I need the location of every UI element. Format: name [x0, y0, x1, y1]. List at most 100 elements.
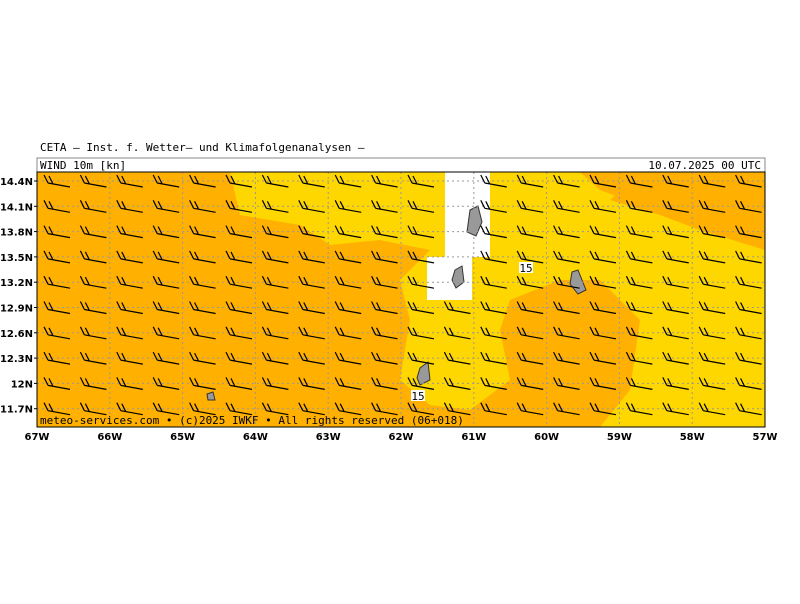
barb-line	[371, 301, 398, 315]
barb-line	[589, 250, 617, 264]
barb-line	[225, 275, 253, 289]
barb-line	[735, 225, 762, 239]
barb-line	[79, 402, 107, 416]
barb-line	[407, 326, 435, 340]
wind-barb	[298, 174, 325, 188]
wind-barb	[116, 200, 143, 213]
wind-barb	[553, 301, 580, 315]
wind-barb	[698, 200, 726, 213]
barb-line	[443, 301, 471, 315]
barb-line	[298, 250, 325, 264]
barb-line	[407, 301, 435, 315]
barb-line	[625, 402, 653, 416]
wind-band-yellow	[230, 172, 765, 427]
wind-barb	[334, 351, 362, 365]
lon-label: 63W	[316, 432, 341, 443]
wind-barb	[735, 402, 762, 416]
lon-label: 61W	[461, 432, 486, 443]
barb-line	[735, 174, 762, 188]
barb-line	[371, 351, 398, 365]
barb-line	[116, 326, 143, 340]
valid-time: 10.07.2025 00 UTC	[648, 159, 761, 172]
barb-line	[79, 377, 107, 390]
barb-line	[480, 174, 507, 188]
barb-line	[443, 351, 471, 365]
barb-line	[407, 225, 435, 239]
barb-line	[43, 250, 71, 264]
barb-line	[735, 402, 762, 416]
barb-line	[516, 377, 544, 390]
barb-line	[735, 200, 762, 213]
wind-barb	[43, 326, 71, 340]
barb-line	[152, 377, 180, 390]
barb-line	[79, 301, 107, 315]
wind-barb	[116, 225, 143, 239]
wind-barb	[516, 377, 544, 390]
barb-line	[480, 377, 507, 390]
barb-line	[589, 225, 617, 239]
wind-barb	[553, 351, 580, 365]
barb-line	[43, 225, 71, 239]
wind-barb	[116, 377, 143, 390]
barb-line	[698, 174, 726, 188]
barb-line	[480, 326, 507, 340]
wind-barb	[480, 326, 507, 340]
wind-barb	[371, 301, 398, 315]
barb-line	[334, 402, 362, 416]
wind-barb	[625, 326, 653, 340]
barb-line	[698, 275, 726, 289]
barb-line	[261, 326, 289, 340]
barb-line	[553, 351, 580, 365]
wind-barb	[516, 402, 544, 416]
wind-barb	[116, 250, 143, 264]
wind-barb	[371, 326, 398, 340]
barb-line	[553, 301, 580, 315]
wind-barb	[735, 351, 762, 365]
wind-barb	[189, 225, 216, 239]
barb-line	[116, 275, 143, 289]
map-area: 15 15	[36, 172, 766, 427]
wind-barb	[371, 250, 398, 264]
footer: meteo-services.com • (c)2025 IWKF • All …	[40, 414, 464, 427]
wind-barb	[79, 301, 107, 315]
wind-barb	[662, 351, 689, 365]
contour-label: 15	[519, 262, 532, 275]
barb-line	[371, 200, 398, 213]
barb-line	[334, 351, 362, 365]
barb-line	[152, 301, 180, 315]
wind-barb	[589, 402, 617, 416]
wind-barb	[589, 200, 617, 213]
wind-barb	[443, 377, 471, 390]
wind-barb	[516, 174, 544, 188]
wind-barb	[480, 250, 507, 264]
wind-barb	[261, 301, 289, 315]
wind-barb	[407, 326, 435, 340]
barb-line	[662, 402, 689, 416]
wind-barb	[698, 301, 726, 315]
barb-line	[298, 225, 325, 239]
barb-line	[371, 377, 398, 390]
wind-barb	[407, 351, 435, 365]
wind-barb	[79, 326, 107, 340]
barb-line	[189, 174, 216, 188]
wind-barb	[261, 377, 289, 390]
wind-barb	[334, 275, 362, 289]
wind-barb	[589, 351, 617, 365]
barb-line	[589, 200, 617, 213]
wind-barb	[189, 275, 216, 289]
wind-barb	[116, 301, 143, 315]
barb-line	[516, 174, 544, 188]
wind-barb	[152, 402, 180, 416]
wind-barb	[334, 174, 362, 188]
barb-line	[298, 351, 325, 365]
wind-barb	[480, 377, 507, 390]
title: CETA — Inst. f. Wetter— und Klimafolgena…	[40, 141, 365, 154]
wind-barb	[625, 200, 653, 213]
wind-barb	[298, 377, 325, 390]
barb-line	[625, 377, 653, 390]
barb-line	[553, 377, 580, 390]
barb-line	[698, 225, 726, 239]
wind-barb	[334, 250, 362, 264]
wind-barb	[589, 326, 617, 340]
wind-barb	[662, 225, 689, 239]
